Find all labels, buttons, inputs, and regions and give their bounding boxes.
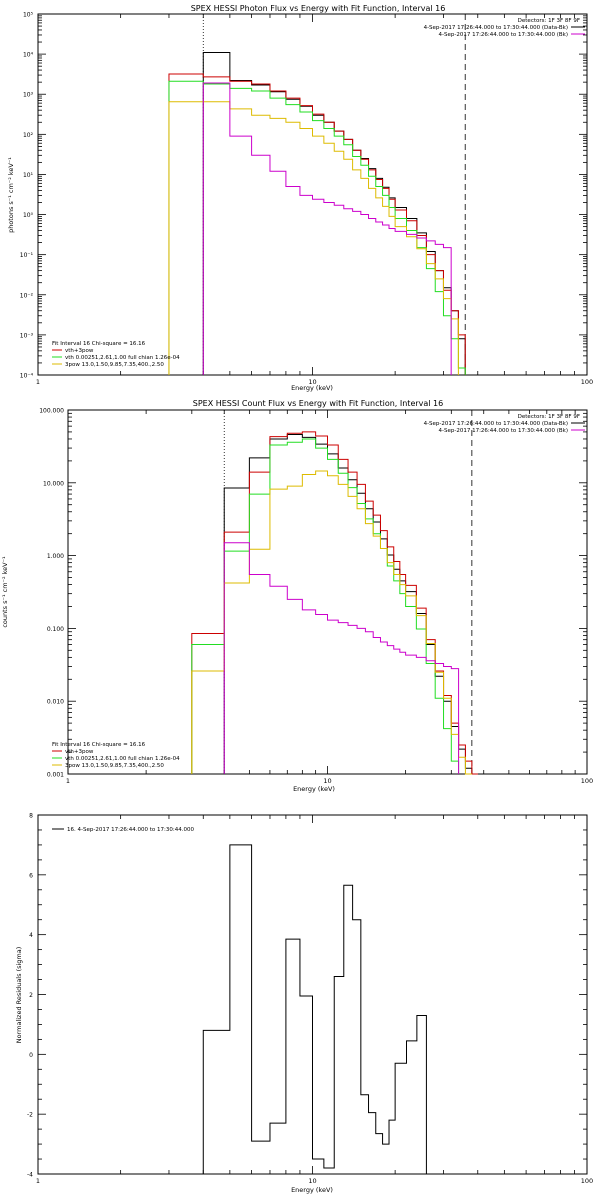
panel-2-fit-line-2: vth 0.00251,2.61,1.00 full chian 1.26e-0…: [65, 756, 180, 762]
series-1-line: [191, 431, 478, 775]
y-tick-label: 0: [29, 1052, 33, 1059]
y-tick-label: 0.010: [47, 699, 64, 706]
panel-1-fit-line-2: vth 0.00251,2.61,1.00 full chian 1.26e-0…: [65, 355, 180, 361]
panel-3-ylabel: Normalized Residuals (sigma): [15, 947, 23, 1044]
series-2-line: [191, 438, 460, 774]
panel-2-frame: [67, 409, 588, 775]
panel-3-xlabel: Energy (keV): [291, 1186, 333, 1194]
panel-1-frame: [37, 13, 588, 376]
panel-1-fit-header: Fit Interval 16 Chi-square = 16.16: [52, 341, 146, 347]
x-tick-label: 1: [36, 378, 40, 386]
series-3-line: [168, 101, 459, 375]
x-tick-label: 10: [323, 777, 331, 785]
y-tick-label: 10¹: [23, 172, 34, 179]
panel-photon-flux: SPEX HESSI Photon Flux vs Energy with Fi…: [7, 4, 593, 392]
panel-1-axes: 1 10 100 10⁻⁴ 10⁻² 10⁰ 10² 10⁴ 10⁻³ 10⁻¹ 10¹ 10³ 10⁵: [20, 12, 593, 387]
panel-2-ylabel: counts s⁻¹ cm⁻² keV⁻¹: [1, 556, 9, 628]
y-tick-label: 6: [29, 872, 33, 879]
panel-2-legend-detectors: Detectors: 1F 3F 8F 9F: [518, 414, 580, 420]
series-2-line: [168, 80, 466, 375]
panel-2-legend: Detectors: 1F 3F 8F 9F 4-Sep-2017 17:26:…: [424, 414, 585, 434]
y-tick-label: 10⁴: [23, 52, 34, 59]
series-0-line: [223, 434, 478, 775]
x-tick-label: 1: [66, 777, 70, 785]
y-tick-label: 10⁰: [23, 212, 34, 219]
series-4-line: [223, 542, 460, 774]
y-tick-label: 2: [29, 992, 33, 999]
panel-1-ylabel: photons s⁻¹ cm⁻² keV⁻¹: [7, 157, 15, 233]
panel-3-series: [202, 844, 427, 1174]
y-tick-label: 10⁻⁴: [20, 373, 34, 380]
y-tick-label: 100.000: [39, 408, 64, 415]
series-0-line: [202, 844, 427, 1174]
panel-1-legend-detectors: Detectors: 1F 3F 8F 9F: [518, 18, 580, 24]
panel-1-fit-legend: Fit Interval 16 Chi-square = 16.16 vth+3…: [52, 341, 180, 368]
panel-1-title: SPEX HESSI Photon Flux vs Energy with Fi…: [191, 4, 446, 13]
y-tick-label: 4: [29, 932, 33, 939]
panel-1-legend-data-bk: 4-Sep-2017 17:26:44.000 to 17:30:44.000 …: [424, 25, 568, 31]
panel-2-xlabel: Energy (keV): [293, 785, 335, 793]
y-tick-label: -4: [27, 1172, 33, 1179]
x-tick-label: 100: [581, 1177, 593, 1185]
panel-1-legend-bk: 4-Sep-2017 17:26:44.000 to 17:30:44.000 …: [439, 32, 569, 38]
x-tick-label: 10: [308, 1177, 316, 1185]
series-4-line: [202, 82, 452, 375]
series-0-line: [202, 51, 466, 375]
x-tick-label: 100: [581, 777, 593, 785]
x-tick-label: 100: [581, 378, 593, 386]
y-tick-label: 10⁻¹: [20, 252, 34, 259]
panel-2-legend-bk: 4-Sep-2017 17:26:44.000 to 17:30:44.000 …: [439, 428, 569, 434]
y-tick-label: 10.000: [43, 480, 64, 487]
panel-3-legend-line: 16. 4-Sep-2017 17:26:44.000 to 17:30:44.…: [67, 827, 194, 833]
x-tick-label: 1: [36, 1177, 40, 1185]
panel-2-fit-line-3: 3pow 13.0,1.50,9.85,7.35,400.,2.50: [65, 763, 164, 769]
y-tick-label: 10⁵: [23, 12, 34, 19]
panel-1-legend: Detectors: 1F 3F 8F 9F 4-Sep-2017 17:26:…: [424, 18, 585, 38]
x-tick-label: 10: [308, 378, 316, 386]
y-tick-label: 0.100: [47, 626, 64, 633]
panel-2-legend-data-bk: 4-Sep-2017 17:26:44.000 to 17:30:44.000 …: [424, 421, 568, 427]
series-3-line: [191, 470, 472, 775]
panel-2-title: SPEX HESSI Count Flux vs Energy with Fit…: [193, 399, 444, 408]
y-tick-label: 10²: [23, 132, 34, 139]
y-tick-label: 10⁻³: [20, 332, 34, 339]
panel-2-series: [191, 410, 478, 775]
panel-residuals: 1 10 100 -4 -2 0 2 4 6 8 Energy (keV) Normalized …: [15, 813, 593, 1195]
y-tick-label: -2: [27, 1112, 33, 1119]
panel-1-series: [168, 14, 466, 375]
panel-2-fit-line-1: vth+3pow: [65, 749, 94, 755]
panel-1-fit-line-1: vth+3pow: [65, 348, 94, 354]
panel-1-fit-line-3: 3pow 13.0,1.50,9.85,7.35,400.,2.50: [65, 362, 164, 368]
panel-3-legend: 16. 4-Sep-2017 17:26:44.000 to 17:30:44.…: [52, 827, 194, 833]
series-1-line: [168, 73, 466, 375]
panel-3-axes: 1 10 100 -4 -2 0 2 4 6 8: [27, 813, 593, 1186]
y-tick-label: 8: [29, 813, 33, 820]
panel-count-flux: SPEX HESSI Count Flux vs Energy with Fit…: [1, 399, 593, 793]
panel-2-axes: 1 10 100 0.001 0.010 0.100 1.000 10.000 100.000: [39, 408, 593, 786]
panel-2-fit-legend: Fit Interval 16 Chi-square = 16.16 vth+3…: [52, 742, 180, 769]
panel-2-fit-header: Fit Interval 16 Chi-square = 16.16: [52, 742, 146, 748]
y-tick-label: 1.000: [47, 553, 64, 560]
y-tick-label: 10³: [23, 92, 34, 99]
y-tick-label: 0.001: [47, 772, 64, 779]
panel-1-xlabel: Energy (keV): [291, 384, 333, 392]
y-tick-label: 10⁻²: [20, 292, 34, 299]
